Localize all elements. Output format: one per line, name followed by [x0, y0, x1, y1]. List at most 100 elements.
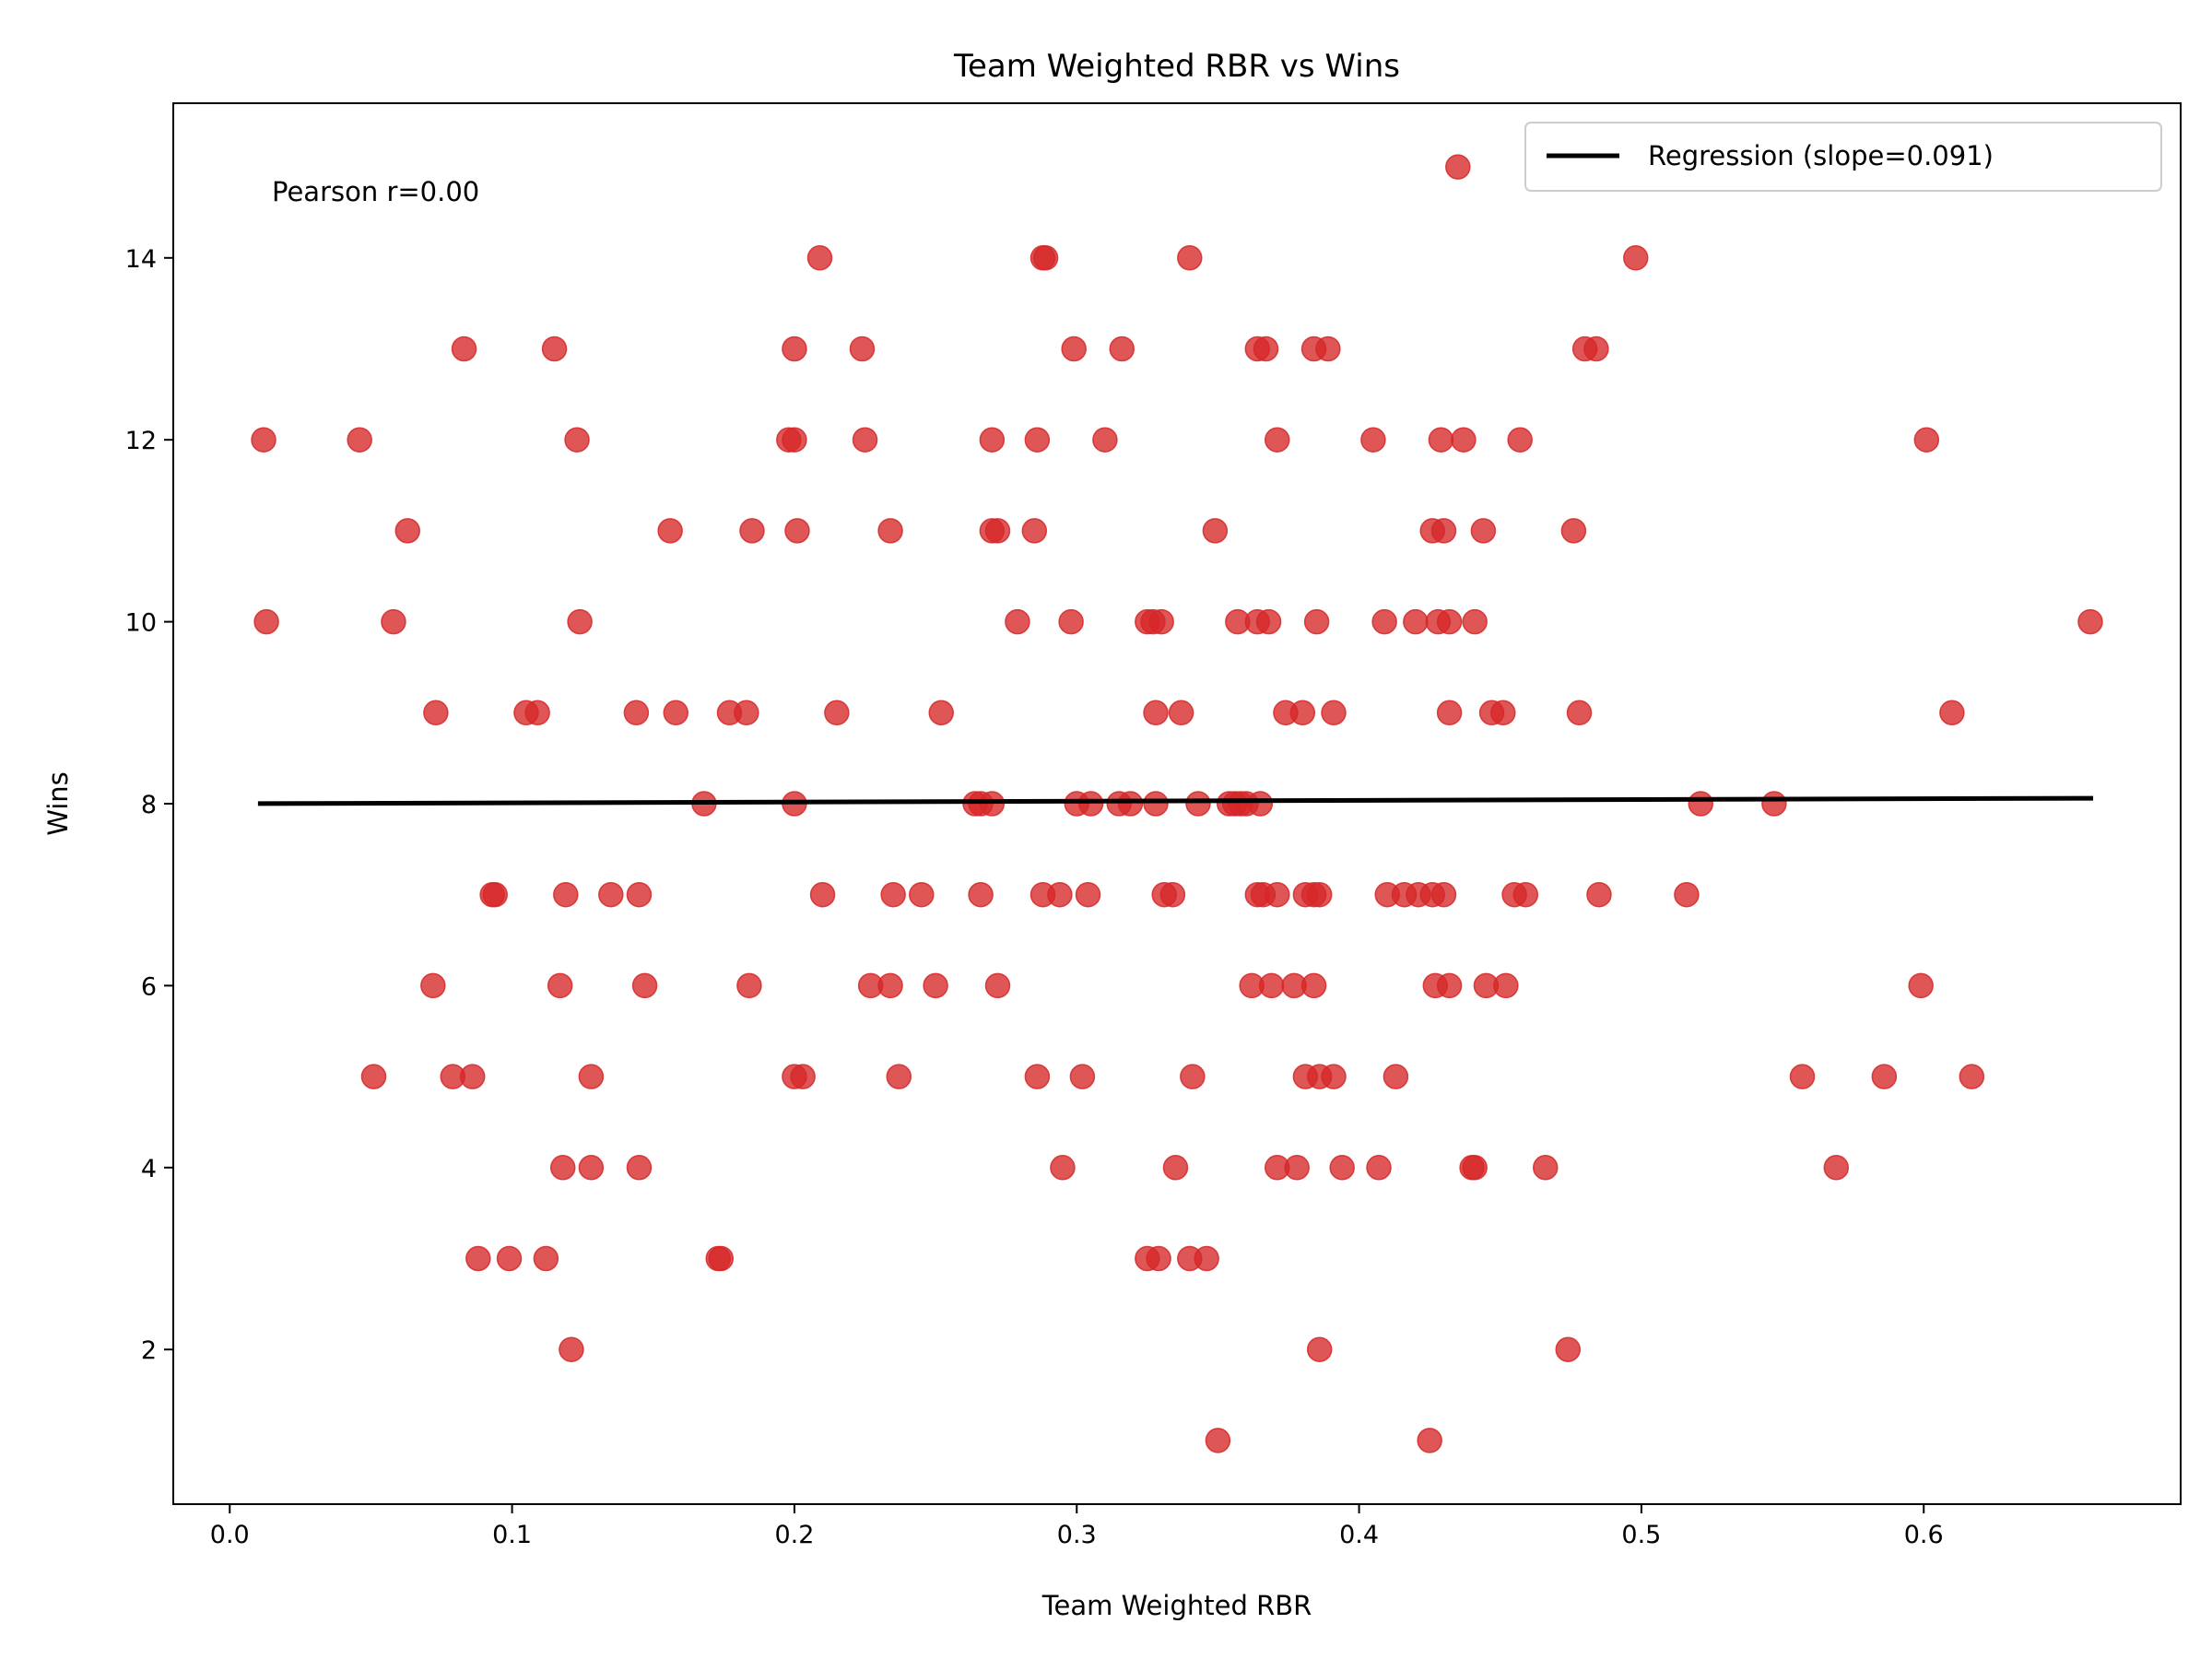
- data-point: [1462, 608, 1488, 635]
- data-point: [547, 972, 573, 999]
- data-point: [541, 335, 568, 362]
- data-point: [1148, 608, 1174, 635]
- data-point: [1264, 881, 1290, 908]
- data-point: [1075, 881, 1101, 908]
- data-point: [1315, 335, 1341, 362]
- data-point: [533, 1245, 559, 1272]
- data-point: [1507, 427, 1533, 453]
- data-point: [347, 427, 372, 453]
- data-point: [394, 518, 421, 544]
- data-point: [1077, 791, 1104, 817]
- data-point: [784, 518, 810, 544]
- data-point: [1117, 791, 1144, 817]
- data-point: [877, 518, 903, 544]
- data-point: [790, 1064, 816, 1089]
- data-point: [631, 972, 658, 999]
- data-point: [623, 700, 650, 726]
- legend-box: [1524, 122, 2162, 192]
- data-point: [626, 881, 653, 908]
- data-point: [1024, 1064, 1051, 1089]
- data-point: [1109, 335, 1135, 362]
- data-point: [1360, 427, 1386, 453]
- data-point: [1462, 1155, 1488, 1181]
- data-point: [253, 608, 279, 635]
- data-point: [1321, 1064, 1347, 1089]
- data-point: [1177, 245, 1203, 271]
- data-point: [1490, 700, 1516, 726]
- data-point: [1058, 608, 1084, 635]
- data-point: [251, 427, 276, 453]
- data-point: [1021, 518, 1048, 544]
- data-point: [381, 608, 406, 635]
- data-point: [1143, 791, 1169, 817]
- data-point: [1069, 1064, 1096, 1089]
- data-point: [1688, 791, 1713, 817]
- data-point: [923, 972, 948, 999]
- data-point: [1403, 608, 1429, 635]
- regression-line: [257, 795, 2094, 806]
- y-tick-label: 6: [141, 972, 157, 1001]
- data-point: [877, 972, 903, 999]
- data-point: [1430, 881, 1457, 908]
- x-axis-label: Team Weighted RBR: [1041, 1590, 1312, 1621]
- data-point: [1264, 427, 1290, 453]
- x-tick-label: 0.6: [1904, 1521, 1944, 1549]
- data-point: [1493, 972, 1519, 999]
- data-point: [598, 881, 624, 908]
- data-point: [1823, 1155, 1850, 1181]
- x-tick-label: 0.3: [1057, 1521, 1097, 1549]
- data-point: [482, 881, 508, 908]
- data-point: [880, 881, 906, 908]
- data-point: [1205, 1428, 1231, 1453]
- data-point: [782, 427, 807, 453]
- data-point: [1050, 1155, 1076, 1181]
- data-point: [1194, 1245, 1219, 1272]
- legend-label: Regression (slope=0.091): [1648, 140, 1994, 171]
- data-point: [734, 700, 759, 726]
- chart-title: Team Weighted RBR vs Wins: [953, 48, 1400, 85]
- data-point: [567, 608, 593, 635]
- data-point: [1303, 608, 1330, 635]
- data-point: [1789, 1064, 1816, 1089]
- data-point: [1143, 700, 1169, 726]
- x-tick-label: 0.5: [1621, 1521, 1661, 1549]
- data-point: [360, 1064, 387, 1089]
- data-point: [1908, 972, 1934, 999]
- data-point: [782, 335, 807, 362]
- data-point: [1289, 700, 1316, 726]
- x-tick-label: 0.2: [774, 1521, 814, 1549]
- y-axis-label: Wins: [42, 771, 74, 836]
- data-point: [1300, 972, 1327, 999]
- data-point: [1284, 1155, 1310, 1181]
- data-point: [1321, 700, 1347, 726]
- data-point: [564, 427, 590, 453]
- data-point: [1417, 1428, 1442, 1453]
- data-point: [984, 972, 1011, 999]
- data-point: [852, 427, 878, 453]
- data-point: [423, 700, 449, 726]
- data-point: [1032, 245, 1059, 271]
- data-point: [1185, 791, 1211, 817]
- data-point: [1366, 1155, 1392, 1181]
- data-point: [459, 1064, 486, 1089]
- data-point: [1329, 1155, 1355, 1181]
- data-point: [909, 881, 935, 908]
- data-point: [1436, 700, 1463, 726]
- data-point: [626, 1155, 653, 1181]
- data-point: [1159, 881, 1186, 908]
- data-point: [1566, 700, 1593, 726]
- data-point: [1306, 1336, 1333, 1362]
- data-point: [1512, 881, 1539, 908]
- data-point: [1202, 518, 1229, 544]
- data-point: [465, 1245, 491, 1272]
- data-point: [928, 700, 954, 726]
- data-point: [806, 245, 833, 271]
- data-point: [1306, 881, 1333, 908]
- data-point: [968, 881, 994, 908]
- data-point: [1180, 1064, 1206, 1089]
- data-point: [1871, 1064, 1898, 1089]
- data-point: [1024, 427, 1051, 453]
- pearson-annotation: Pearson r=0.00: [272, 176, 479, 207]
- data-point: [1436, 972, 1463, 999]
- data-point: [1428, 427, 1454, 453]
